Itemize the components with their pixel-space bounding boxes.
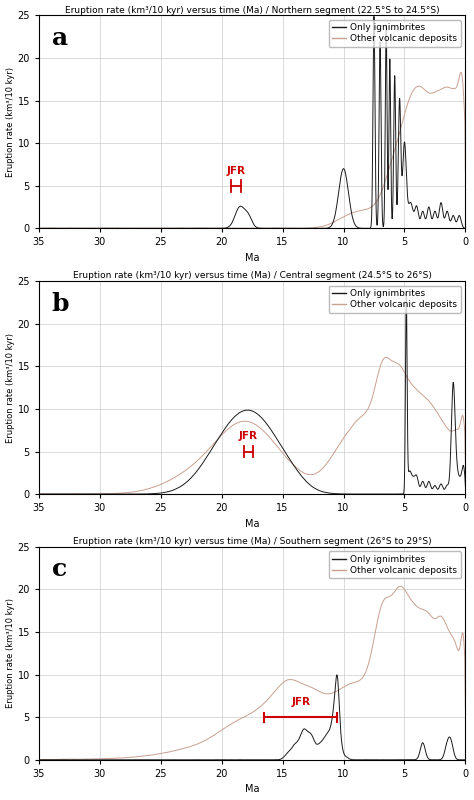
Text: JFR: JFR (227, 166, 246, 175)
Text: b: b (52, 292, 69, 316)
Legend: Only ignimbrites, Other volcanic deposits: Only ignimbrites, Other volcanic deposit… (328, 20, 461, 47)
X-axis label: Ma: Ma (245, 253, 259, 263)
Y-axis label: Eruption rate (km³/10 kyr): Eruption rate (km³/10 kyr) (6, 598, 15, 708)
Text: a: a (52, 26, 68, 50)
Text: JFR: JFR (239, 431, 258, 442)
Title: Eruption rate (km³/10 kyr) versus time (Ma) / Central segment (24.5°S to 26°S): Eruption rate (km³/10 kyr) versus time (… (73, 271, 431, 280)
Text: JFR: JFR (292, 697, 310, 707)
Legend: Only ignimbrites, Other volcanic deposits: Only ignimbrites, Other volcanic deposit… (328, 551, 461, 578)
X-axis label: Ma: Ma (245, 518, 259, 529)
Title: Eruption rate (km³/10 kyr) versus time (Ma) / Southern segment (26°S to 29°S): Eruption rate (km³/10 kyr) versus time (… (73, 537, 431, 546)
Y-axis label: Eruption rate (km³/10 kyr): Eruption rate (km³/10 kyr) (6, 333, 15, 442)
Y-axis label: Eruption rate (km³/10 kyr): Eruption rate (km³/10 kyr) (6, 67, 15, 177)
X-axis label: Ma: Ma (245, 785, 259, 794)
Legend: Only ignimbrites, Other volcanic deposits: Only ignimbrites, Other volcanic deposit… (328, 286, 461, 313)
Title: Eruption rate (km³/10 kyr) versus time (Ma) / Northern segment (22.5°S to 24.5°S: Eruption rate (km³/10 kyr) versus time (… (65, 6, 439, 14)
Text: c: c (52, 558, 67, 582)
